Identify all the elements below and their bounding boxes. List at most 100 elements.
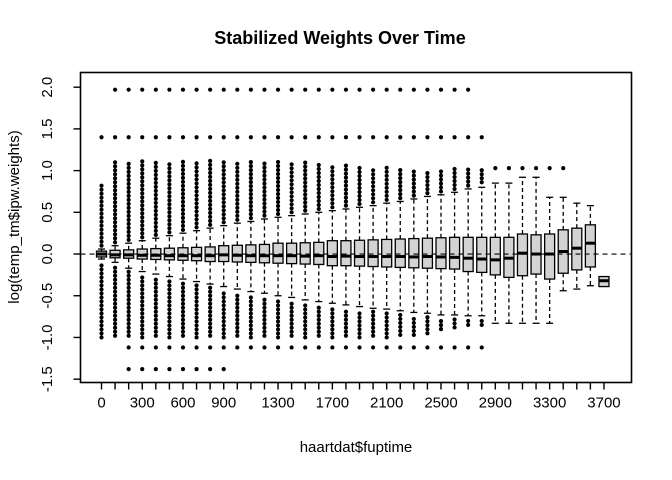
outlier-dot — [194, 287, 199, 292]
box — [489, 236, 501, 276]
outlier-dot — [140, 159, 145, 164]
outlier-dot — [140, 331, 145, 336]
outlier-dot — [357, 201, 362, 207]
outlier-dot — [112, 301, 118, 306]
outlier-dot — [371, 329, 376, 334]
outlier-dot — [262, 333, 267, 338]
outlier-dot — [330, 345, 335, 350]
outlier-dot — [384, 181, 389, 186]
outlier-dot — [140, 187, 145, 192]
outlier-dot — [180, 227, 186, 232]
outlier-dot — [140, 207, 145, 212]
outlier-dot — [303, 315, 308, 320]
outlier-dot — [99, 263, 104, 268]
outlier-dot — [180, 297, 186, 302]
outlier-dot — [275, 335, 281, 340]
outlier-dot — [221, 188, 226, 193]
outlier-dot — [411, 177, 416, 182]
outlier-dot — [208, 222, 213, 227]
outlier-dot — [167, 307, 172, 312]
outlier-dot — [316, 206, 321, 212]
outlier-dot — [316, 162, 321, 168]
outlier-dot — [194, 221, 199, 226]
outlier-dot — [357, 331, 362, 336]
outlier-dot — [275, 163, 281, 169]
outlier-dot — [167, 287, 172, 292]
outlier-dot — [126, 333, 131, 338]
outlier-dot — [235, 193, 240, 198]
outlier-dot — [126, 325, 131, 330]
outlier-dot — [235, 301, 240, 306]
outlier-dot — [533, 166, 539, 171]
outlier-dot — [452, 321, 457, 326]
outlier-dot — [371, 87, 376, 92]
outlier-dot — [248, 315, 253, 320]
outlier-dot — [303, 164, 308, 169]
outlier-dot — [303, 188, 308, 193]
y-tick-label: -1.5 — [39, 366, 56, 392]
outlier-dot — [371, 196, 376, 201]
outlier-dot — [330, 331, 335, 336]
box — [584, 224, 597, 268]
outlier-dot — [316, 202, 321, 208]
outlier-dot — [262, 325, 267, 330]
outlier-dot — [371, 309, 376, 314]
outlier-dot — [99, 267, 104, 272]
outlier-dot — [167, 367, 172, 372]
outlier-dot — [140, 303, 145, 308]
outlier-dot — [126, 281, 131, 286]
outlier-dot — [248, 295, 253, 300]
outlier-dot — [126, 213, 131, 218]
outlier-dot — [235, 165, 240, 170]
outlier-dot — [167, 295, 172, 300]
outlier-dot — [194, 307, 199, 312]
outlier-dot — [112, 204, 118, 209]
outlier-dot — [357, 311, 362, 316]
outlier-dot — [289, 301, 294, 306]
outlier-dot — [126, 313, 131, 318]
outlier-dot — [479, 168, 484, 173]
outlier-dot — [235, 185, 240, 190]
outlier-dot — [99, 195, 104, 200]
outlier-dot — [194, 319, 199, 324]
outlier-dot — [221, 323, 226, 328]
outlier-dot — [153, 188, 158, 193]
outlier-dot — [384, 173, 389, 178]
outlier-dot — [384, 345, 389, 350]
outlier-dot — [248, 180, 253, 185]
outlier-dot — [289, 305, 294, 310]
outlier-dot — [303, 204, 308, 209]
outlier-dot — [194, 209, 199, 214]
outlier-dot — [208, 194, 213, 199]
outlier-dot — [167, 345, 172, 350]
outlier-dot — [126, 173, 131, 178]
outlier-dot — [208, 321, 213, 326]
outlier-dot — [262, 185, 267, 190]
outlier-dot — [99, 215, 104, 220]
outlier-dot — [235, 345, 240, 350]
outlier-dot — [425, 187, 430, 192]
outlier-dot — [384, 331, 389, 336]
outlier-dot — [411, 320, 416, 326]
outlier-dot — [235, 189, 240, 194]
outlier-dot — [153, 285, 158, 290]
outlier-dot — [221, 208, 226, 213]
outlier-dot — [438, 173, 444, 178]
outlier-dot — [167, 222, 172, 227]
outlier-dot — [194, 193, 199, 198]
outlier-dot — [262, 317, 267, 322]
outlier-dot — [438, 87, 444, 92]
outlier-dot — [303, 331, 308, 336]
outlier-dot — [126, 221, 131, 226]
outlier-dot — [112, 273, 118, 278]
outlier-dot — [438, 169, 444, 174]
outlier-dot — [235, 293, 240, 298]
outlier-dot — [140, 291, 145, 296]
outlier-dot — [99, 331, 104, 336]
outlier-dot — [235, 333, 240, 338]
outlier-dot — [316, 317, 321, 322]
box — [340, 240, 352, 267]
outlier-dot — [275, 179, 281, 185]
outlier-dot — [248, 327, 253, 332]
